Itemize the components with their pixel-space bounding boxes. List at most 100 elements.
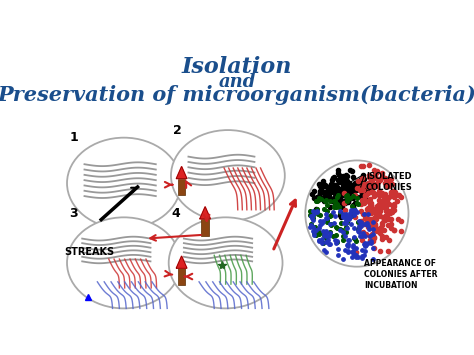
Point	[368, 209, 376, 214]
Point	[341, 207, 348, 212]
Point	[367, 210, 374, 215]
Point	[374, 204, 381, 209]
Point	[338, 178, 346, 183]
Point	[346, 182, 353, 188]
Point	[332, 203, 339, 209]
Point	[340, 200, 348, 206]
Text: Preservation of microorganism(bacteria): Preservation of microorganism(bacteria)	[0, 85, 474, 105]
Point	[334, 202, 341, 208]
Point	[362, 231, 370, 236]
Point	[368, 185, 376, 191]
Point	[313, 206, 320, 212]
Point	[315, 195, 322, 201]
Point	[323, 215, 331, 220]
Point	[346, 184, 354, 190]
Point	[351, 192, 358, 197]
Point	[340, 186, 348, 192]
Point	[353, 209, 361, 215]
Point	[330, 203, 337, 208]
Point	[335, 188, 343, 193]
Point	[334, 167, 341, 173]
Text: APPEARANCE OF
COLONIES AFTER
INCUBATION: APPEARANCE OF COLONIES AFTER INCUBATION	[365, 259, 438, 290]
Point	[376, 213, 383, 219]
Point	[310, 233, 317, 238]
Point	[344, 243, 352, 248]
Point	[335, 177, 342, 183]
Point	[343, 242, 350, 248]
Point	[330, 182, 338, 188]
Point	[344, 226, 351, 231]
Point	[390, 188, 397, 193]
Point	[315, 237, 322, 243]
Point	[386, 222, 393, 228]
Point	[332, 182, 340, 188]
Point	[384, 179, 392, 185]
Point	[378, 170, 386, 176]
Point	[319, 240, 327, 246]
Point	[364, 223, 372, 229]
Point	[364, 186, 372, 192]
Point	[322, 239, 330, 245]
Point	[340, 186, 348, 191]
Point	[372, 171, 379, 177]
Point	[355, 223, 363, 229]
Point	[381, 191, 389, 197]
Point	[322, 191, 329, 197]
Point	[331, 201, 339, 207]
Point	[322, 235, 330, 241]
Point	[337, 220, 345, 225]
Point	[340, 177, 348, 183]
Point	[345, 216, 352, 222]
Point	[324, 219, 331, 225]
Point	[313, 227, 320, 233]
Point	[332, 191, 339, 196]
Point	[322, 230, 330, 236]
Point	[387, 176, 395, 181]
Point	[397, 228, 405, 234]
Point	[351, 236, 359, 242]
Point	[357, 219, 365, 225]
Point	[319, 218, 327, 224]
Point	[342, 176, 349, 181]
Point	[343, 224, 350, 229]
Point	[342, 197, 350, 203]
Point	[374, 179, 382, 185]
Point	[343, 178, 351, 184]
Point	[309, 211, 316, 216]
Point	[378, 203, 386, 209]
Point	[332, 198, 339, 203]
Point	[350, 234, 358, 240]
Point	[361, 221, 368, 227]
Point	[378, 220, 385, 226]
Point	[370, 193, 377, 199]
Point	[383, 195, 391, 200]
Point	[349, 204, 357, 210]
Point	[315, 181, 323, 187]
Point	[369, 208, 377, 214]
Point	[390, 207, 398, 213]
Point	[338, 201, 346, 206]
Point	[319, 228, 327, 234]
Point	[380, 228, 388, 233]
Point	[357, 188, 365, 193]
Point	[372, 209, 380, 214]
Point	[342, 212, 349, 217]
Point	[309, 212, 317, 217]
Point	[376, 177, 384, 182]
Point	[341, 198, 349, 204]
Point	[362, 184, 369, 189]
Point	[343, 182, 350, 188]
Point	[330, 220, 337, 226]
Point	[360, 230, 367, 236]
Point	[325, 195, 333, 201]
Bar	[178, 179, 185, 195]
Point	[375, 201, 383, 207]
Point	[384, 211, 392, 216]
Point	[365, 198, 373, 204]
Point	[354, 178, 362, 184]
Point	[349, 175, 357, 180]
Point	[357, 208, 365, 214]
Point	[364, 207, 371, 212]
Point	[325, 191, 332, 197]
Point	[360, 176, 367, 182]
